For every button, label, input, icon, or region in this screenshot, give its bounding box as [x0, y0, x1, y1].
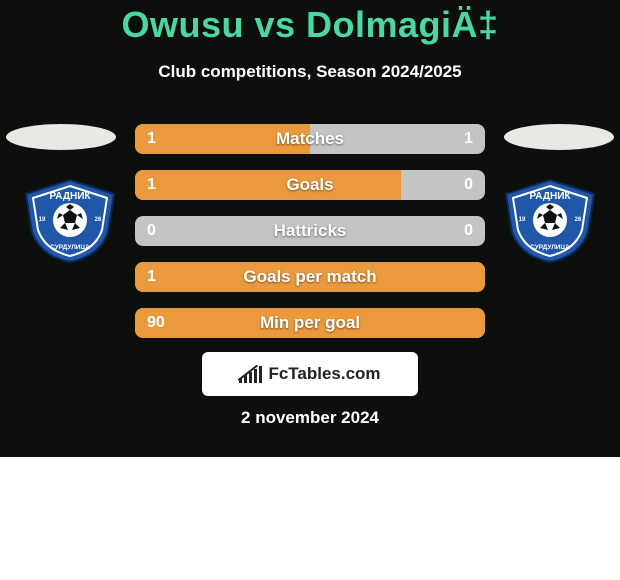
player-avatar-right	[504, 124, 614, 150]
stat-bar-label: Min per goal	[135, 308, 485, 338]
svg-text:19: 19	[39, 217, 46, 223]
club-badge-left: РАДНИК 19 26 СУРДУЛИЦА	[20, 178, 120, 264]
badge-text-top: РАДНИК	[529, 191, 571, 202]
footer-date: 2 november 2024	[0, 408, 620, 428]
stat-bar-label: Goals	[135, 170, 485, 200]
svg-text:26: 26	[575, 217, 582, 223]
stat-bar-right-value: 0	[464, 170, 473, 200]
subtitle: Club competitions, Season 2024/2025	[0, 62, 620, 82]
stat-bar-left-value: 1	[147, 262, 156, 292]
page-title: Owusu vs DolmagiÄ‡	[0, 4, 620, 46]
brand-text: FcTables.com	[268, 364, 380, 384]
stat-bar-left-value: 1	[147, 124, 156, 154]
stat-bar-row: Matches1 1	[135, 124, 485, 154]
stat-bar-row: Hattricks0 0	[135, 216, 485, 246]
player-avatar-left	[6, 124, 116, 150]
stat-bar-row: Min per goal90	[135, 308, 485, 338]
badge-text-bottom: СУРДУЛИЦА	[530, 244, 570, 251]
club-badge-right: РАДНИК 19 26 СУРДУЛИЦА	[500, 178, 600, 264]
stat-bar-label: Hattricks	[135, 216, 485, 246]
stat-bar-row: Goals per match1	[135, 262, 485, 292]
stat-bar-label: Matches	[135, 124, 485, 154]
stat-bar-left-value: 90	[147, 308, 165, 338]
stat-bar-left-value: 1	[147, 170, 156, 200]
stat-bar-row: Goals1 0	[135, 170, 485, 200]
stat-bar-left-value: 0	[147, 216, 156, 246]
stat-bar-right-value: 0	[464, 216, 473, 246]
badge-text-top: РАДНИК	[49, 191, 91, 202]
brand-chart-icon	[239, 365, 262, 383]
svg-text:19: 19	[519, 217, 526, 223]
badge-text-bottom: СУРДУЛИЦА	[50, 244, 90, 251]
stat-bar-label: Goals per match	[135, 262, 485, 292]
brand-badge: FcTables.com	[202, 352, 418, 396]
stat-bars: Matches11Goals10Hattricks00Goals per mat…	[135, 124, 485, 354]
svg-text:26: 26	[95, 217, 102, 223]
comparison-card: Owusu vs DolmagiÄ‡ Club competitions, Se…	[0, 0, 620, 457]
stat-bar-right-value: 1	[464, 124, 473, 154]
